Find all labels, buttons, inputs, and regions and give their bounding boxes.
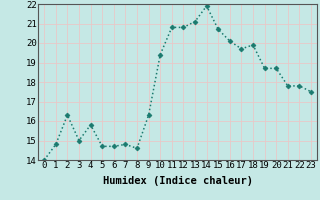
X-axis label: Humidex (Indice chaleur): Humidex (Indice chaleur) [103,176,252,186]
